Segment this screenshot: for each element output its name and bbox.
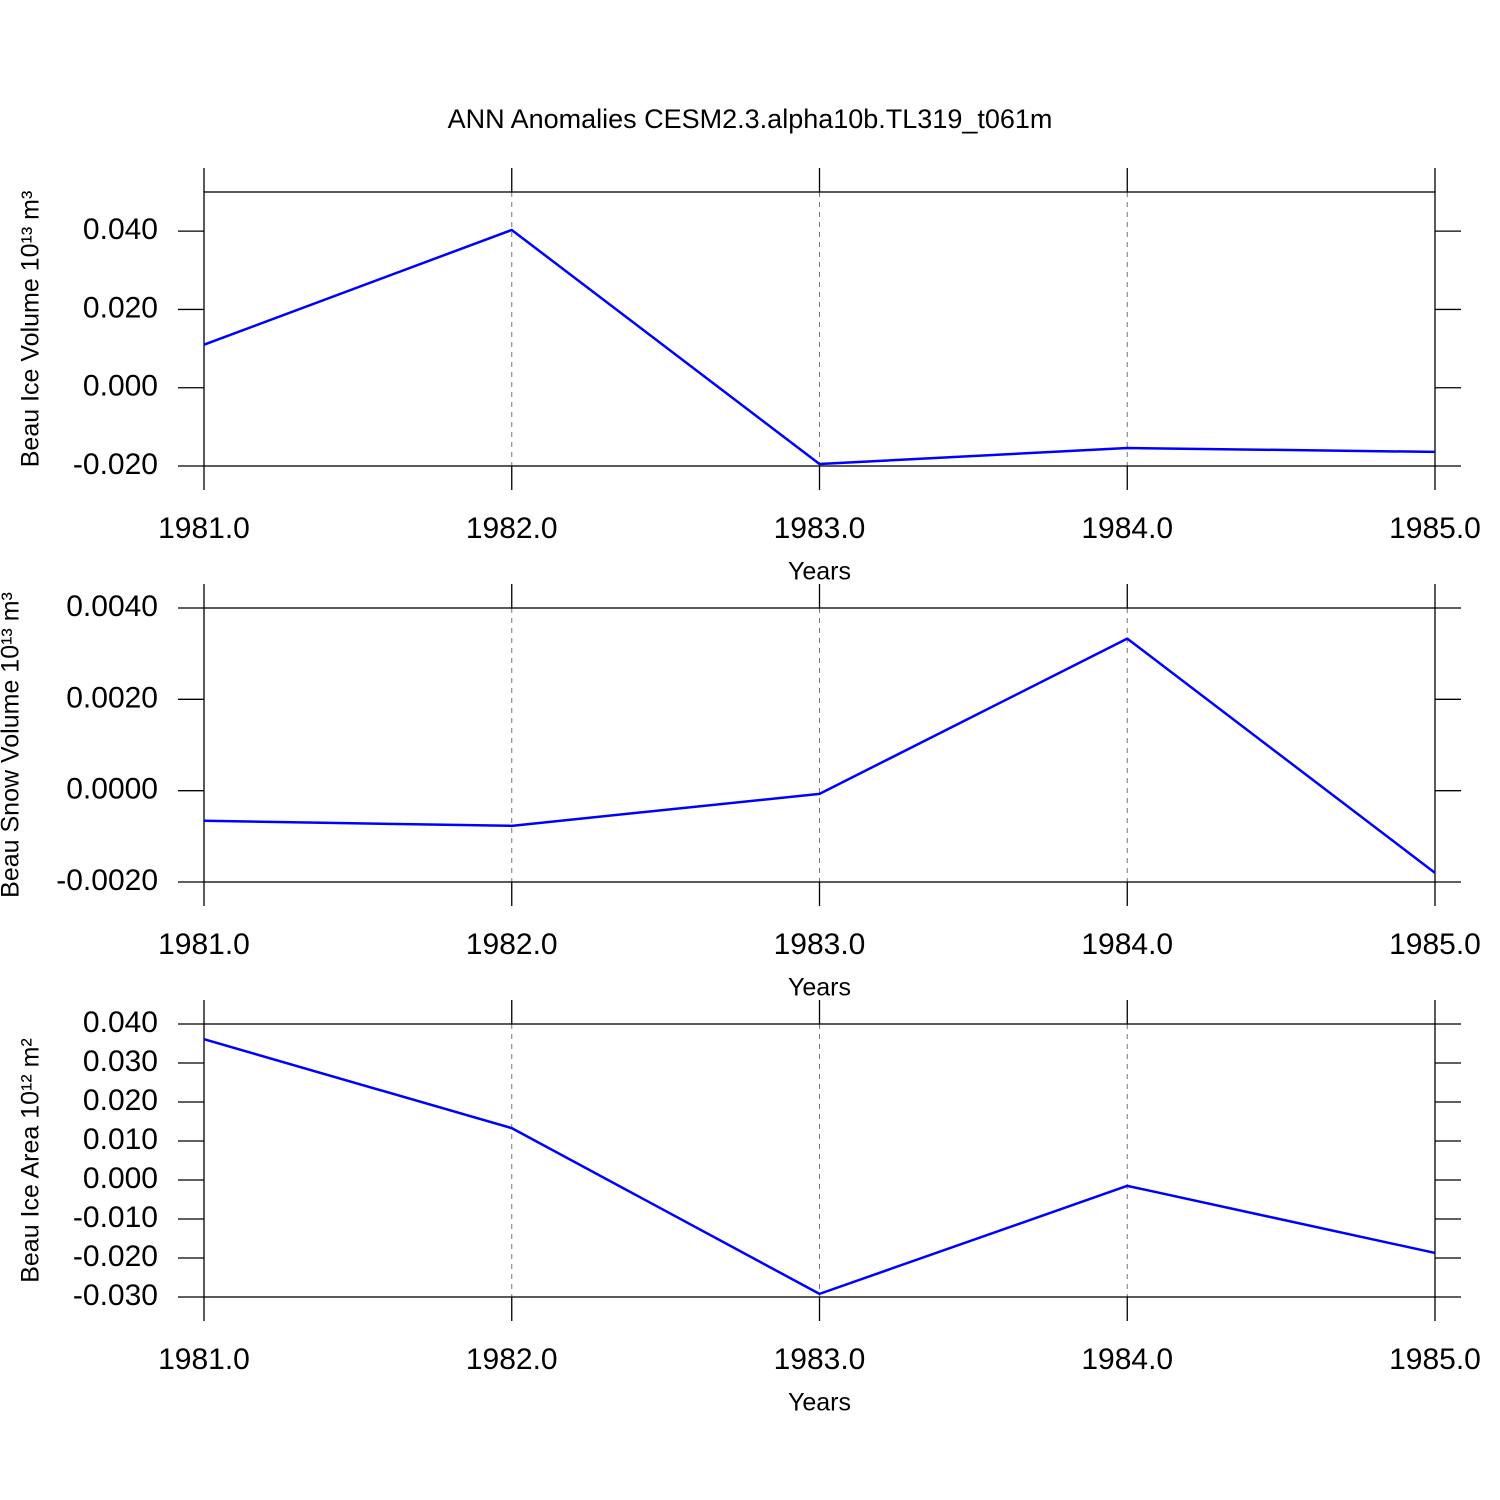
x-tick-label: 1983.0 — [774, 1343, 866, 1376]
y-tick-label: 0.030 — [83, 1045, 158, 1078]
data-line — [203, 637, 1436, 874]
x-axis-title: Years — [788, 1389, 851, 1417]
x-tick-label: 1981.0 — [158, 1343, 250, 1376]
data-line — [203, 1038, 1436, 1296]
x-tick-label: 1984.0 — [1081, 1343, 1173, 1376]
x-tick-label: 1983.0 — [774, 928, 866, 961]
chart-title: ANN Anomalies CESM2.3.alpha10b.TL319_t06… — [448, 104, 1053, 134]
y-tick-label: 0.000 — [83, 1162, 158, 1195]
x-axis-title: Years — [788, 974, 851, 1002]
y-tick-label: 0.0040 — [66, 590, 158, 623]
plot-frame — [203, 191, 1436, 467]
x-tick-label: 1981.0 — [158, 512, 250, 545]
y-tick-label: 0.040 — [83, 1006, 158, 1039]
y-tick-label: -0.010 — [73, 1201, 158, 1234]
x-tick-label: 1982.0 — [466, 928, 558, 961]
y-tick-label: -0.020 — [73, 448, 158, 481]
x-tick-label: 1982.0 — [466, 1343, 558, 1376]
y-tick-label: 0.020 — [83, 1084, 158, 1117]
x-tick-label: 1983.0 — [774, 512, 866, 545]
plot-frame — [203, 607, 1436, 883]
y-tick-label: 0.0000 — [66, 773, 158, 806]
y-tick-label: 0.000 — [83, 370, 158, 403]
x-tick-label: 1984.0 — [1081, 512, 1173, 545]
x-tick-label: 1982.0 — [466, 512, 558, 545]
x-tick-label: 1981.0 — [158, 928, 250, 961]
plot-frame — [203, 1023, 1436, 1298]
x-tick-label: 1985.0 — [1389, 928, 1481, 961]
y-axis-title: Beau Ice Volume 10¹³ m³ — [17, 191, 45, 468]
y-tick-label: 0.010 — [83, 1123, 158, 1156]
y-tick-label: 0.020 — [83, 291, 158, 324]
y-axis-title: Beau Ice Area 10¹² m² — [17, 1038, 45, 1283]
x-axis-title: Years — [788, 558, 851, 586]
x-tick-label: 1985.0 — [1389, 512, 1481, 545]
y-tick-label: -0.020 — [73, 1240, 158, 1273]
x-tick-label: 1985.0 — [1389, 1343, 1481, 1376]
y-tick-label: -0.030 — [73, 1279, 158, 1312]
x-tick-label: 1984.0 — [1081, 928, 1173, 961]
data-line — [203, 228, 1436, 466]
y-axis-title: Beau Snow Volume 10¹³ m³ — [0, 592, 25, 898]
y-tick-label: 0.0020 — [66, 681, 158, 714]
y-tick-label: 0.040 — [83, 213, 158, 246]
y-tick-label: -0.0020 — [56, 864, 158, 897]
